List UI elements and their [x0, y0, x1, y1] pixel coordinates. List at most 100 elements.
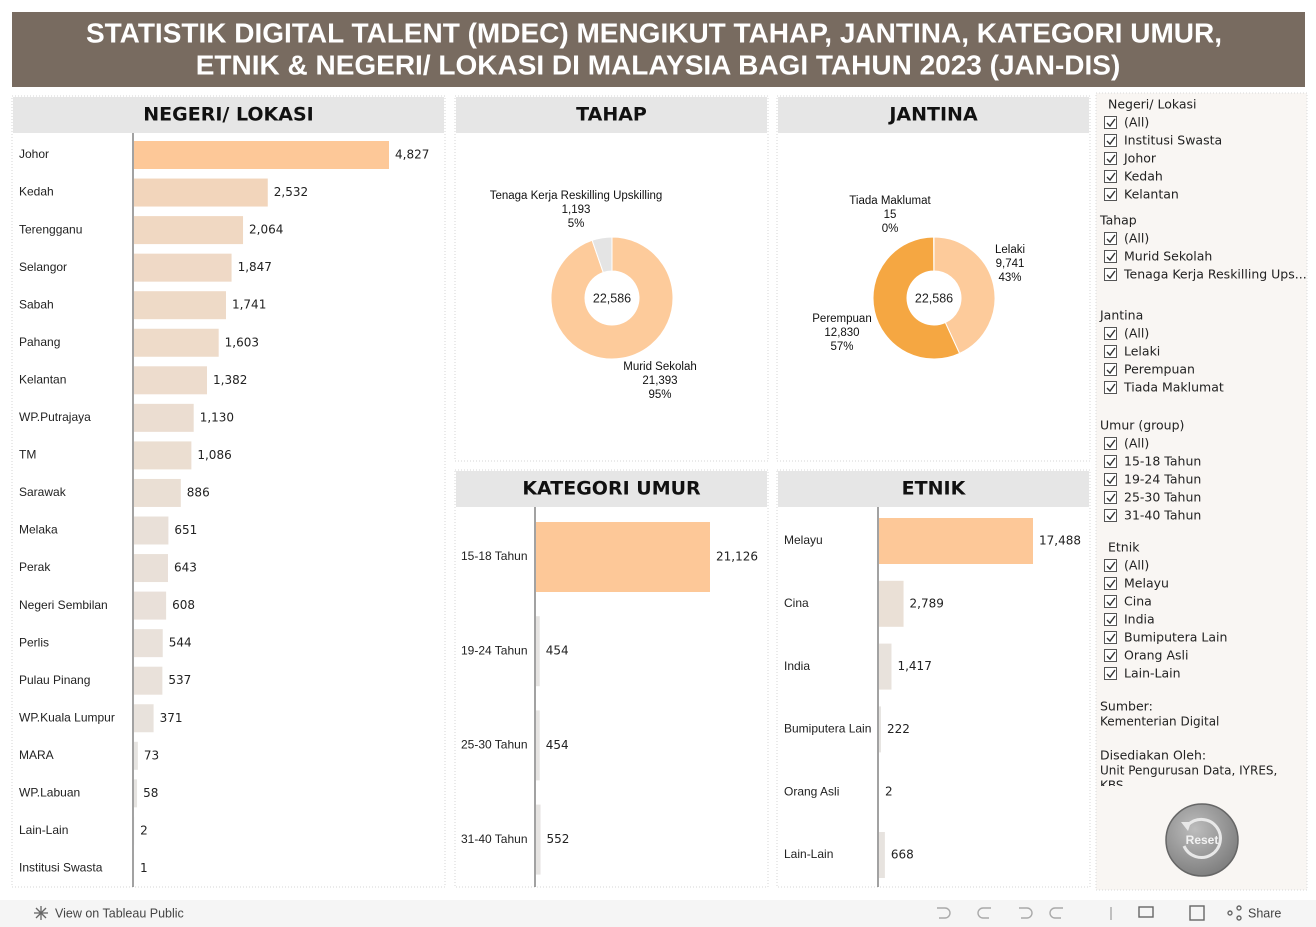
filter-title: Umur (group) — [1100, 418, 1184, 433]
checkbox[interactable] — [1104, 595, 1117, 608]
filter-option[interactable]: Melayu — [1104, 576, 1169, 591]
slice-label: 0% — [882, 223, 899, 235]
note-label: Disediakan Oleh: — [1100, 748, 1206, 763]
note-label: Sumber: — [1100, 699, 1153, 714]
filter-option[interactable]: (All) — [1104, 558, 1150, 573]
reset-button[interactable]: Reset — [1165, 803, 1239, 877]
checkbox[interactable] — [1104, 473, 1117, 486]
value-label: 454 — [546, 738, 569, 752]
filter-option[interactable]: (All) — [1104, 436, 1150, 451]
checkbox[interactable] — [1104, 116, 1117, 129]
checkmark — [1106, 172, 1116, 182]
checkbox[interactable] — [1104, 345, 1117, 358]
filter-option[interactable]: 31-40 Tahun — [1104, 508, 1202, 523]
checkbox[interactable] — [1104, 559, 1117, 572]
value-label: 1,847 — [238, 260, 272, 274]
filter-option[interactable]: 25-30 Tahun — [1104, 490, 1202, 505]
bar — [134, 741, 138, 770]
filter-option[interactable]: Kedah — [1104, 169, 1163, 184]
filter-option[interactable]: Johor — [1104, 151, 1157, 166]
toolbar-icons[interactable] — [937, 905, 1242, 921]
filter-option[interactable]: (All) — [1104, 326, 1150, 341]
option-label: (All) — [1124, 115, 1149, 130]
filter-option[interactable]: Tenaga Kerja Reskilling Ups... — [1104, 267, 1307, 282]
reset-label[interactable]: Reset — [1186, 833, 1219, 847]
filter-option[interactable]: (All) — [1104, 231, 1150, 246]
view-link[interactable]: View on Tableau Public — [55, 906, 184, 920]
panel-header — [13, 97, 444, 133]
checkbox[interactable] — [1104, 631, 1117, 644]
slice-label: 21,393 — [642, 375, 677, 387]
category-label: WP.Putrajaya — [19, 410, 91, 424]
checkbox[interactable] — [1104, 188, 1117, 201]
checkbox[interactable] — [1104, 491, 1117, 504]
center-total: 22,586 — [593, 291, 631, 305]
checkbox[interactable] — [1104, 455, 1117, 468]
tableau-icon — [34, 906, 48, 920]
option-label: 19-24 Tahun — [1124, 472, 1201, 487]
checkbox[interactable] — [1104, 381, 1117, 394]
filter-option[interactable]: Orang Asli — [1104, 648, 1189, 663]
filter-option[interactable]: 19-24 Tahun — [1104, 472, 1202, 487]
checkbox[interactable] — [1104, 134, 1117, 147]
filter-option[interactable]: Lelaki — [1104, 344, 1161, 359]
option-label: Kelantan — [1124, 187, 1179, 202]
checkbox[interactable] — [1104, 250, 1117, 263]
checkbox[interactable] — [1104, 327, 1117, 340]
slice-label: 1,193 — [562, 204, 591, 216]
category-label: 19-24 Tahun — [461, 643, 528, 657]
option-label: 25-30 Tahun — [1124, 490, 1201, 505]
checkbox[interactable] — [1104, 613, 1117, 626]
filter-option[interactable]: Lain-Lain — [1104, 666, 1181, 681]
filter-option[interactable]: Perempuan — [1104, 362, 1195, 377]
filter-title: Negeri/ Lokasi — [1108, 97, 1197, 112]
panel-header — [456, 97, 767, 133]
checkbox[interactable] — [1104, 667, 1117, 680]
value-label: 17,488 — [1039, 534, 1081, 548]
filter-option[interactable]: (All) — [1104, 115, 1150, 130]
checkbox[interactable] — [1104, 363, 1117, 376]
checkbox[interactable] — [1104, 152, 1117, 165]
option-label: Lelaki — [1124, 344, 1160, 359]
slice-label: 57% — [830, 341, 853, 353]
checkbox[interactable] — [1104, 649, 1117, 662]
bar — [134, 366, 208, 395]
value-label: 222 — [887, 722, 910, 736]
checkbox[interactable] — [1104, 232, 1117, 245]
bar — [134, 666, 163, 695]
category-label: Johor — [19, 147, 49, 161]
value-label: 544 — [169, 636, 192, 650]
filter-option[interactable]: Kelantan — [1104, 187, 1179, 202]
checkbox[interactable] — [1104, 577, 1117, 590]
filter-option[interactable]: 15-18 Tahun — [1104, 454, 1202, 469]
checkmark — [1106, 365, 1116, 375]
option-label: Cina — [1124, 594, 1152, 609]
slice-label: 43% — [998, 272, 1021, 284]
value-label: 454 — [546, 644, 569, 658]
category-label: Perlis — [19, 635, 49, 649]
slice-label: 12,830 — [824, 327, 859, 339]
checkbox[interactable] — [1104, 268, 1117, 281]
bar — [879, 518, 1033, 564]
filter-option[interactable]: Murid Sekolah — [1104, 249, 1213, 264]
donut-slice — [550, 236, 674, 360]
category-label: Sabah — [19, 297, 54, 311]
filter-option[interactable]: India — [1104, 612, 1155, 627]
panel-title: JANTINA — [887, 104, 978, 126]
bar — [134, 554, 168, 583]
checkmark — [1106, 234, 1116, 244]
checkbox[interactable] — [1104, 437, 1117, 450]
filter-title: Tahap — [1099, 213, 1137, 228]
share-link[interactable]: Share — [1248, 906, 1281, 920]
category-label: Melaka — [19, 523, 58, 537]
panel-header — [778, 471, 1089, 507]
filter-option[interactable]: Bumiputera Lain — [1104, 630, 1228, 645]
checkmark — [1106, 329, 1116, 339]
filter-option[interactable]: Tiada Maklumat — [1104, 380, 1224, 395]
checkbox[interactable] — [1104, 509, 1117, 522]
checkbox[interactable] — [1104, 170, 1117, 183]
filter-option[interactable]: Institusi Swasta — [1104, 133, 1223, 148]
bar — [134, 591, 167, 620]
title-line: STATISTIK DIGITAL TALENT (MDEC) MENGIKUT… — [86, 17, 1222, 48]
filter-option[interactable]: Cina — [1104, 594, 1152, 609]
